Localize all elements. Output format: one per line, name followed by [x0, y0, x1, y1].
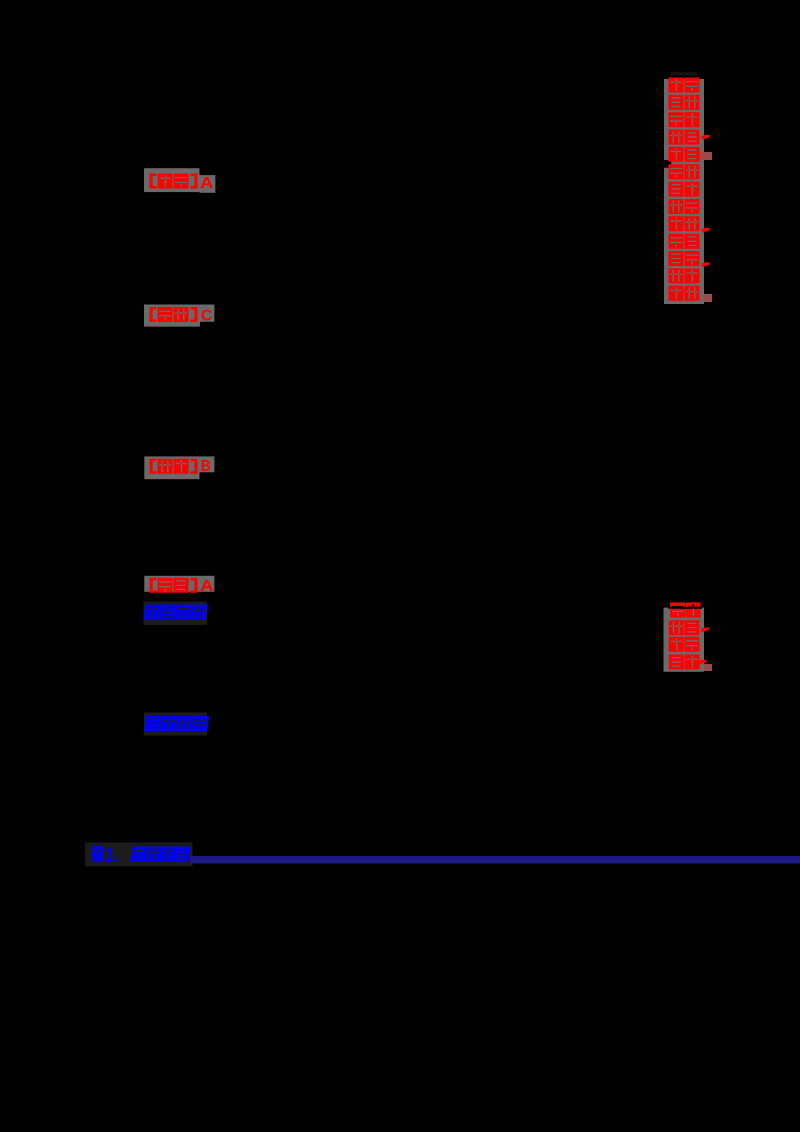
svg-text:A: A	[200, 578, 214, 595]
svg-text:B: B	[201, 458, 211, 475]
svg-text:1.: 1.	[105, 845, 120, 865]
svg-text:C: C	[201, 308, 213, 325]
svg-text:A: A	[200, 175, 214, 192]
